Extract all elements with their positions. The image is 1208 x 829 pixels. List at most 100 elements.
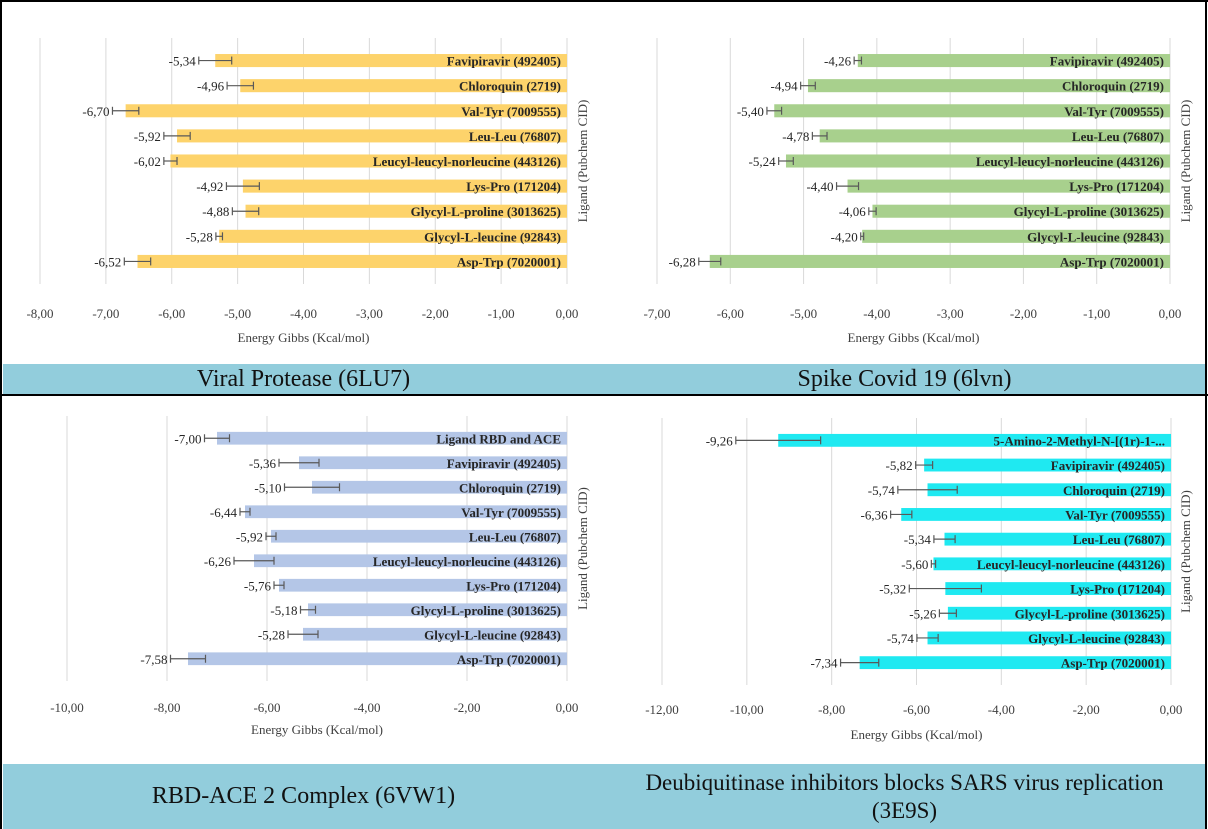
category-label: Glycyl-L-leucine (92843) [424,229,561,244]
data-label: -5,28 [186,229,213,244]
category-label: Chloroquin (2719) [459,79,561,94]
x-axis-label: Energy Gibbs (Kcal/mol) [238,330,370,345]
data-label: -7,34 [810,656,838,671]
bar [872,204,1170,218]
x-tick-label: -8,00 [818,702,845,717]
bar [215,54,568,68]
bar [299,456,567,470]
category-label: Chloroquin (2719) [1063,483,1165,498]
bar [170,154,567,168]
bar [819,129,1170,143]
category-label: Favipiravir (492405) [447,456,561,471]
data-label: -4,40 [806,179,833,194]
data-label: -7,58 [140,652,167,667]
bar [312,480,567,494]
caption-d: Deubiquitinase inhibitors blocks SARS vi… [604,764,1205,829]
data-label: -6,70 [82,104,109,119]
chart-panel-c: -10,00 -8,00 -6,00 -4,00 -2,00 0,00 Energy Gib… [0,396,604,762]
data-label: -5,82 [886,458,913,473]
data-label: -5,92 [134,129,161,144]
y-axis-label: Ligand (Pubchem CID) [575,487,590,610]
x-tick-label: 0,00 [1160,702,1183,717]
bar [240,79,567,93]
chart-panel-a: -8,00 -7,00 -6,00 -5,00 -4,00 -3,00 -2,00 -1,00… [0,0,604,362]
category-label: Glycyl-L-leucine (92843) [1027,229,1164,244]
category-label: Lys-Pro (171204) [1070,582,1165,597]
x-tick-label: -3,00 [356,306,383,321]
category-label: Glycyl-L-proline (3013625) [1014,204,1164,219]
y-axis-label: Ligand (Pubchem CID) [575,100,590,223]
category-label: Glycyl-L-proline (3013625) [411,204,561,219]
data-label: -5,74 [887,631,915,646]
bar [862,229,1170,243]
bar [303,627,567,641]
x-tick-label: -4,00 [353,700,380,715]
data-label: -5,60 [901,557,928,572]
chart-a: -8,00 -7,00 -6,00 -5,00 -4,00 -3,00 -2,00 -1,00… [26,38,590,345]
x-tick-label: -5,00 [224,306,251,321]
data-label: -5,28 [258,627,285,642]
data-label: -4,96 [197,79,225,94]
data-label: -5,18 [270,603,297,618]
x-tick-label: 0,00 [556,306,579,321]
data-label: -5,32 [879,582,906,597]
category-label: Lys-Pro (171204) [466,578,561,593]
data-label: -4,94 [771,79,799,94]
category-label: Val-Tyr (7009555) [461,505,561,520]
chart-c: -10,00 -8,00 -6,00 -4,00 -2,00 0,00 Energy Gib… [50,416,590,737]
category-label: Leucyl-leucyl-norleucine (443126) [977,557,1165,572]
category-label: Ligand RBD and ACE [436,431,561,446]
data-label: -5,24 [749,154,777,169]
x-tick-label: -10,00 [730,702,764,717]
bar [947,606,1171,620]
category-label: Chloroquin (2719) [459,480,561,495]
bar [847,179,1170,193]
data-label: -9,26 [706,433,734,448]
data-label: -5,74 [868,483,896,498]
bar [279,578,567,592]
data-label: -4,06 [839,204,867,219]
data-label: -7,00 [174,431,201,446]
category-label: 5-Amino-2-Methyl-N-[(1r)-1-... [994,433,1165,448]
bar [778,433,1171,447]
bar [807,79,1170,93]
data-label: -5,76 [244,578,272,593]
chart-panel-d: -12,00 -10,00 -8,00 -6,00 -4,00 -2,00 0,00 Ener… [604,396,1208,762]
frame-right-border [1205,0,1207,829]
category-label: Glycyl-L-leucine (92843) [1028,631,1165,646]
x-tick-label: -4,00 [988,702,1015,717]
category-label: Leu-Leu (76807) [469,129,561,144]
bar [245,505,567,519]
category-label: Val-Tyr (7009555) [461,104,561,119]
category-label: Leu-Leu (76807) [1073,532,1165,547]
y-axis-label: Ligand (Pubchem CID) [1178,490,1193,613]
caption-b: Spike Covid 19 (6lvn) [604,364,1205,394]
bar [177,129,567,143]
x-tick-label: -6,00 [158,306,185,321]
bar [217,431,567,445]
category-label: Chloroquin (2719) [1062,79,1164,94]
x-axis-label: Energy Gibbs (Kcal/mol) [848,330,980,345]
data-label: -5,34 [169,54,197,69]
bar [137,254,567,268]
data-label: -6,36 [861,507,889,522]
category-label: Leucyl-leucyl-norleucine (443126) [976,154,1164,169]
x-tick-label: -4,00 [290,306,317,321]
frame-top-border [0,0,1208,2]
x-tick-label: -8,00 [26,306,53,321]
x-tick-label: -4,00 [863,306,890,321]
frame-middle-border [0,394,1208,396]
x-tick-label: 0,00 [556,700,579,715]
x-tick-label: -6,00 [717,306,744,321]
bar [901,508,1171,521]
x-tick-label: -3,00 [937,306,964,321]
data-label: -4,92 [196,179,223,194]
bar [125,104,567,118]
frame-left-border [0,0,2,829]
x-tick-label: -5,00 [790,306,817,321]
category-label: Glycyl-L-leucine (92843) [424,627,561,642]
category-label: Asp-Trp (7020001) [457,652,561,667]
bar [944,532,1171,546]
data-label: -4,20 [831,229,858,244]
